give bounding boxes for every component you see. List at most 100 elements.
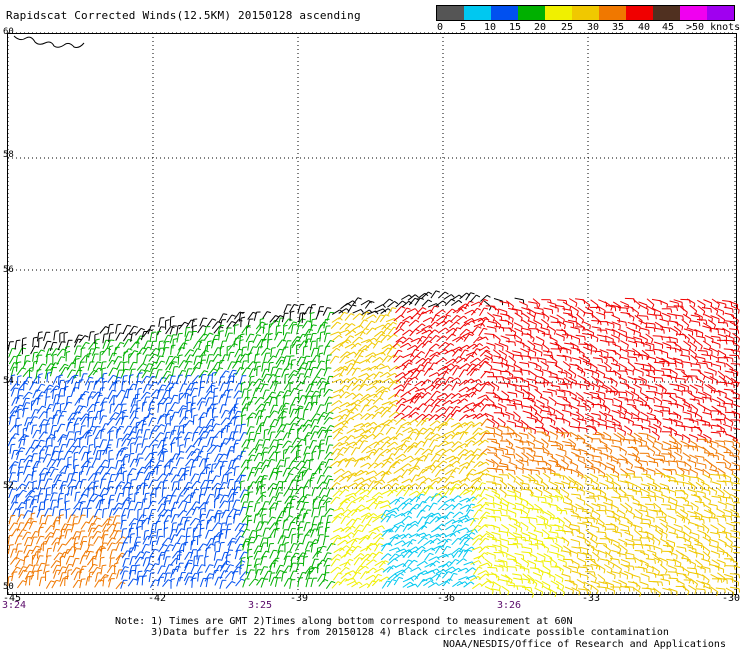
wind-barb [221,552,225,562]
wind-barb [170,508,173,518]
wind-barb-tick [113,395,119,397]
wind-barb-tick [199,493,204,496]
wind-barb-tick [115,412,120,415]
wind-barb [80,466,85,475]
wind-barb-tick [291,498,296,501]
wind-barb-tick [130,547,135,549]
wind-barb-tick [386,441,391,445]
wind-barb [156,529,159,539]
wind-barb-tick [400,468,405,472]
wind-barb [459,292,467,300]
wind-barb [437,370,446,377]
wind-barb [394,512,403,518]
wind-barb-tick [152,540,157,543]
wind-barb-tick [130,533,135,535]
wind-barb-tick [426,521,431,525]
wind-barb [330,496,337,505]
wind-barb-tick [135,393,140,396]
wind-barb [227,537,234,546]
wind-barb-tick [322,545,327,548]
wind-barb [151,541,154,551]
wind-barb-tick [429,349,434,352]
wind-barb-tick [40,439,45,442]
wind-barb [184,471,186,481]
wind-barb-tick [428,299,433,303]
wind-barb [177,405,184,414]
wind-barb [435,569,445,575]
wind-barb [78,394,82,404]
wind-barb [301,320,308,329]
wind-barb-tick [263,475,268,477]
wind-barb [350,342,359,350]
wind-barb [199,350,206,358]
wind-barb-tick [128,348,133,351]
wind-barb-tick [433,362,438,365]
wind-barb-tick [221,427,226,430]
wind-barb-tick [204,479,209,482]
wind-barb [392,459,400,467]
wind-barb [429,305,435,314]
wind-barb-tick [350,434,355,438]
wind-barb [233,325,236,335]
wind-barb [99,574,106,583]
wind-barb-tick [181,347,186,349]
wind-barb-tick [394,300,399,305]
wind-barb [253,362,257,372]
wind-barb [332,427,341,434]
wind-barb [423,547,433,553]
wind-barb [451,327,458,336]
wind-barb [227,493,233,503]
wind-barb [330,406,338,413]
wind-barb-tick [13,480,18,483]
wind-barb-tick [407,463,412,467]
wind-barb-tick [408,510,413,515]
wind-barb [364,300,371,309]
wind-barb [386,441,395,448]
wind-barb [417,516,423,525]
wind-barb-tick [81,347,86,349]
wind-barb-tick [197,549,202,552]
wind-barb [102,509,104,519]
wind-barb [429,573,438,580]
wind-barb [16,514,22,523]
wind-barb [163,466,166,476]
wind-barb [323,475,329,484]
wind-barb-tick [64,385,69,388]
wind-barb-tick [337,534,342,539]
wind-barb-tick [46,407,52,410]
wind-barb [231,458,236,468]
wind-barb [424,512,432,519]
wind-barb-tick [287,390,292,392]
wind-barb [24,417,28,427]
wind-barb-tick [193,414,198,417]
wind-barb [233,466,236,477]
wind-barb [199,445,204,455]
wind-barb [32,361,35,371]
wind-barb [346,501,353,510]
wind-barb-tick [175,488,180,491]
wind-barb-tick [87,353,92,355]
wind-barb [373,447,380,456]
wind-barb [332,442,341,449]
wind-barb-tick [250,375,255,378]
wind-barb-tick [371,320,376,324]
wind-barb [379,500,388,505]
wind-barb [394,372,403,378]
wind-barb [240,408,244,418]
wind-barb [259,410,263,420]
wind-barb-tick [422,335,427,339]
wind-barb-tick [192,577,197,580]
wind-barb-tick [428,413,433,417]
wind-barb [329,355,336,364]
wind-barb [372,397,380,405]
wind-barb [400,463,409,470]
wind-barb-tick [321,377,326,380]
wind-barb-tick [234,442,239,445]
wind-barb-tick [47,437,52,439]
wind-barb-tick [163,544,168,547]
wind-barb-tick [156,520,161,523]
wind-barb [452,349,459,357]
wind-barb-tick [45,570,50,573]
wind-barb-tick [38,569,43,572]
wind-barb [324,412,330,421]
